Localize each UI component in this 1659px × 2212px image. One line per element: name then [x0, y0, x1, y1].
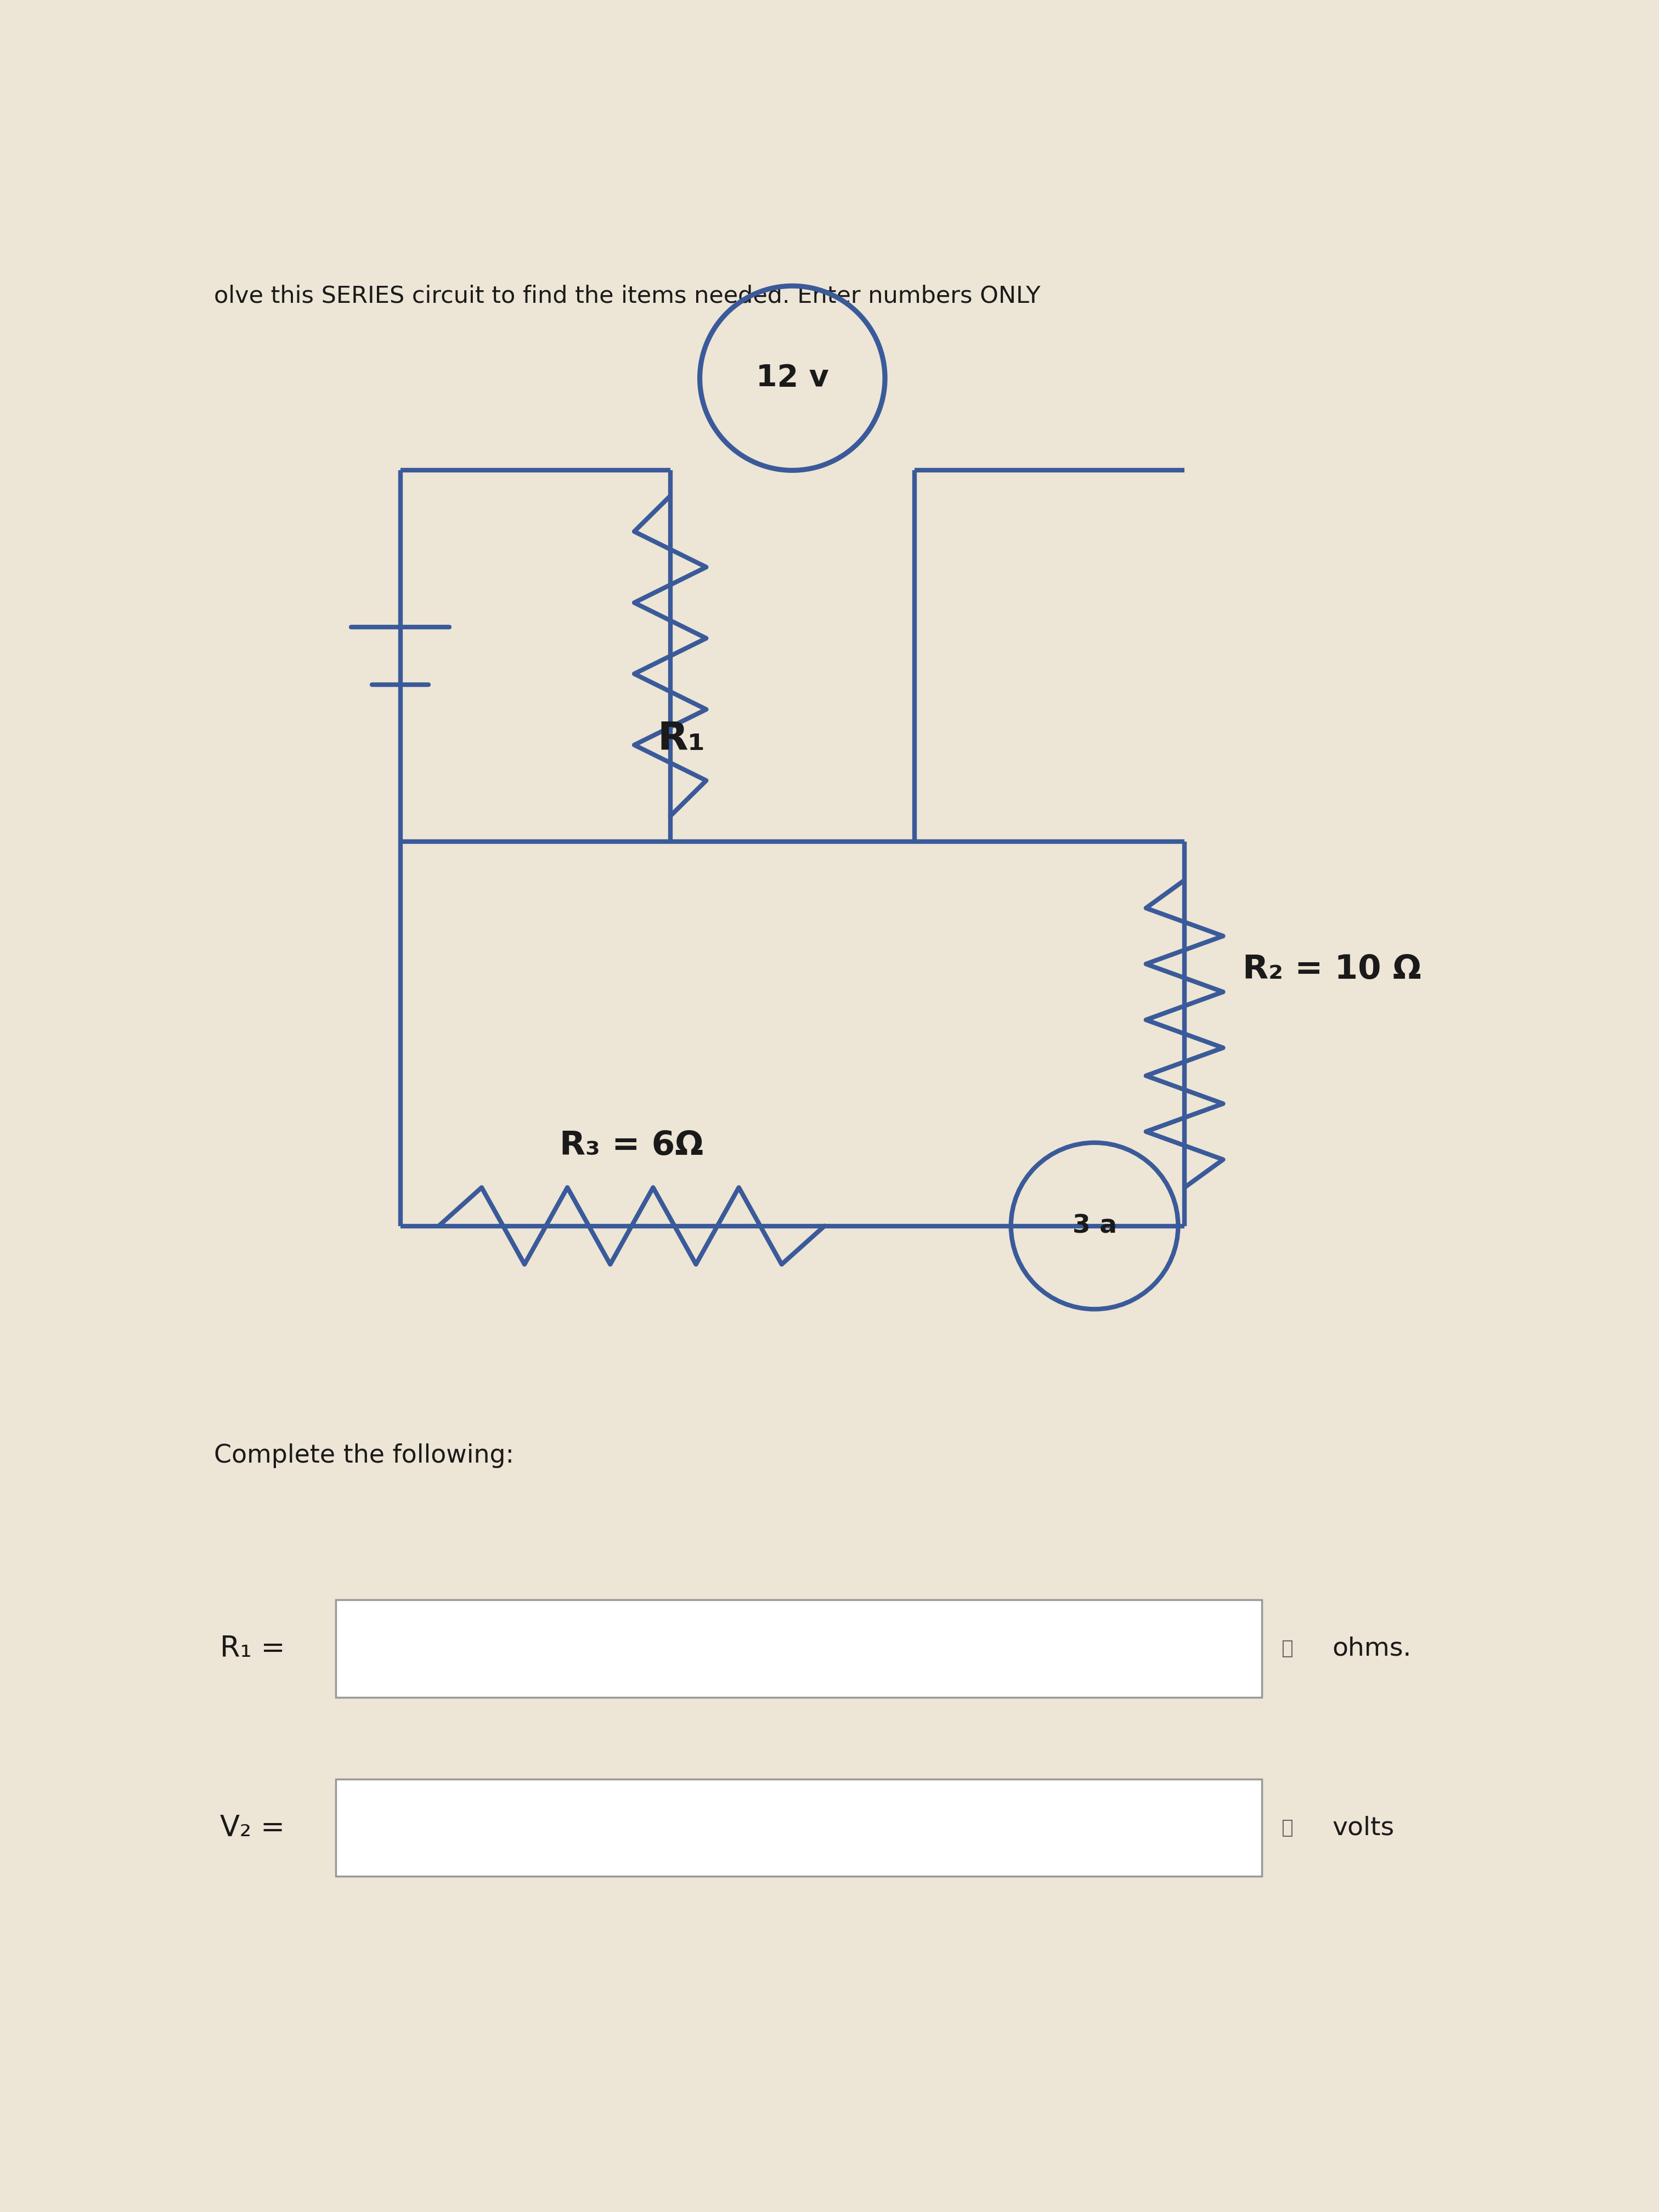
Text: 3 a: 3 a — [1072, 1214, 1117, 1239]
Text: ⩘: ⩘ — [1281, 1639, 1292, 1657]
Text: volts: volts — [1332, 1816, 1395, 1840]
Text: ohms.: ohms. — [1332, 1637, 1412, 1661]
Text: R₃ = 6Ω: R₃ = 6Ω — [559, 1130, 703, 1161]
FancyBboxPatch shape — [335, 1778, 1261, 1876]
Text: ⩘: ⩘ — [1281, 1818, 1292, 1838]
Text: olve this SERIES circuit to find the items needed. Enter numbers ONLY: olve this SERIES circuit to find the ite… — [214, 285, 1040, 307]
Text: R₁: R₁ — [657, 721, 705, 759]
Text: R₂ = 10 Ω: R₂ = 10 Ω — [1243, 953, 1422, 987]
Text: R₁ =: R₁ = — [221, 1635, 285, 1663]
Text: 12 v: 12 v — [757, 363, 830, 394]
Text: Complete the following:: Complete the following: — [214, 1444, 514, 1469]
FancyBboxPatch shape — [335, 1599, 1261, 1697]
Text: V₂ =: V₂ = — [221, 1814, 285, 1843]
